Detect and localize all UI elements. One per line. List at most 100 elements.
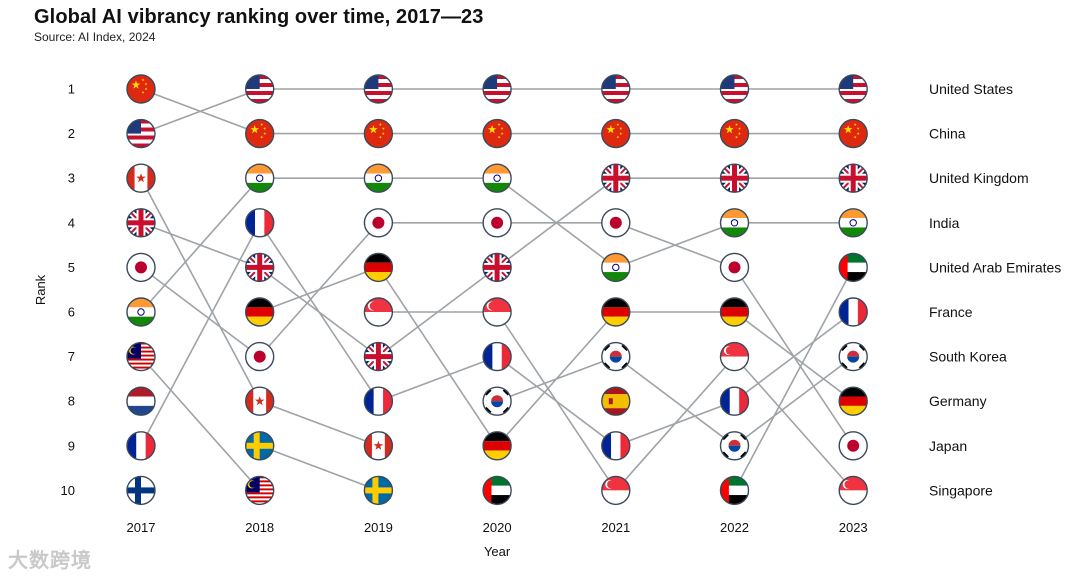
flag-ae-2020-icon (482, 475, 512, 506)
flag-cn-2018-icon (245, 118, 275, 149)
end-label: India (929, 215, 960, 231)
year-tick-2020: 2020 (483, 520, 512, 535)
chart-subtitle: Source: AI Index, 2024 (34, 30, 156, 44)
flag-jp-2018-icon (245, 341, 275, 372)
rank-lines (140, 88, 854, 492)
rank-line-cn-2017 (140, 88, 260, 135)
chart-title: Global AI vibrancy ranking over time, 20… (34, 6, 484, 28)
flag-gb-2019-icon (363, 341, 394, 372)
rank-line-ca-2017 (140, 177, 261, 402)
flag-in-2020-icon (482, 163, 512, 193)
rank-line-sg-2021 (615, 356, 736, 491)
flag-fr-2022-icon (719, 386, 750, 416)
flag-cn-2021-icon (601, 118, 631, 149)
flag-se-2018-icon (245, 431, 275, 461)
flag-cn-2020-icon (482, 118, 512, 149)
rank-tick-4: 4 (68, 215, 75, 230)
rank-tick-9: 9 (68, 438, 75, 453)
flag-cn-2023-icon (838, 118, 868, 149)
flag-jp-2019-icon (363, 208, 394, 238)
flag-jp-2017-icon (126, 252, 156, 283)
rank-ticks: 1 2 3 4 5 6 7 8 9 10 (61, 82, 75, 498)
rank-tick-5: 5 (68, 260, 75, 275)
flag-us-2022-icon (719, 74, 750, 104)
rank-line-jp-2021 (615, 222, 735, 269)
flag-de-2021-icon (601, 297, 631, 327)
rank-line-fr-2018 (259, 222, 380, 402)
year-ticks: 2017 2018 2019 2020 2021 2022 2023 (127, 520, 868, 535)
x-axis-label: Year (484, 544, 511, 559)
flag-fi-2017-icon (126, 475, 156, 506)
flag-fr-2021-icon (601, 431, 631, 461)
flag-jp-2020-icon (482, 208, 512, 238)
year-tick-2023: 2023 (839, 520, 868, 535)
rank-line-jp-2018 (259, 222, 379, 358)
flag-gb-2023-icon (838, 163, 868, 193)
flag-gb-2017-icon (126, 208, 156, 238)
rank-line-jp-2017 (140, 266, 261, 358)
flag-jp-2023-icon (838, 431, 868, 461)
rank-line-in-2017 (140, 177, 261, 313)
year-tick-2017: 2017 (127, 520, 156, 535)
end-label: United States (929, 81, 1013, 97)
rank-line-my-2017 (140, 356, 261, 491)
rank-line-jp-2022 (733, 266, 854, 447)
rank-line-sg-2022 (733, 356, 854, 491)
rank-tick-10: 10 (61, 483, 75, 498)
flag-my-2018-icon (245, 475, 275, 506)
rank-tick-2: 2 (68, 126, 75, 141)
flag-jp-2021-icon (601, 208, 631, 238)
flag-ca-2017-icon (126, 163, 156, 193)
year-tick-2018: 2018 (245, 520, 274, 535)
flag-gb-2018-icon (245, 252, 275, 283)
flag-my-2017-icon (126, 341, 156, 372)
flag-us-2021-icon (601, 74, 631, 104)
flag-in-2019-icon (363, 163, 394, 193)
rank-line-de-2019 (377, 266, 498, 447)
year-tick-2019: 2019 (364, 520, 393, 535)
rank-line-fr-2019 (378, 355, 498, 402)
flag-ca-2018-icon (245, 386, 275, 416)
flag-cn-2017-icon (126, 74, 156, 104)
flag-us-2017-icon (126, 118, 156, 149)
flag-us-2023-icon (838, 74, 868, 104)
rank-tick-3: 3 (68, 171, 75, 186)
flag-in-2018-icon (245, 163, 275, 193)
end-label: Germany (929, 393, 987, 409)
end-label: United Kingdom (929, 170, 1029, 186)
rank-line-de-2020 (496, 311, 617, 447)
rank-line-se-2018 (259, 445, 379, 492)
flag-markers (126, 74, 868, 506)
flag-nl-2017-icon (126, 386, 156, 416)
flag-es-2021-icon (601, 386, 631, 416)
rank-line-kr-2022 (734, 355, 854, 447)
flag-de-2019-icon (363, 252, 394, 283)
end-label: South Korea (929, 349, 1007, 365)
flag-ae-2022-icon (719, 475, 750, 506)
flag-kr-2021-icon (601, 341, 631, 372)
rank-tick-8: 8 (68, 394, 75, 409)
flag-kr-2020-icon (482, 386, 512, 416)
flag-fr-2019-icon (363, 386, 394, 416)
flag-gb-2020-icon (482, 252, 512, 283)
flag-kr-2023-icon (838, 341, 868, 372)
flag-in-2017-icon (126, 297, 156, 327)
flag-de-2020-icon (482, 431, 512, 461)
flag-fr-2023-icon (838, 297, 868, 327)
year-tick-2021: 2021 (601, 520, 630, 535)
rank-line-ae-2022 (733, 267, 854, 491)
flag-de-2023-icon (838, 386, 868, 416)
flag-in-2022-icon (719, 208, 750, 238)
rank-tick-1: 1 (68, 82, 75, 97)
flag-sg-2022-icon (719, 341, 750, 372)
flag-cn-2022-icon (719, 118, 750, 149)
flag-sg-2021-icon (601, 475, 631, 506)
flag-gb-2022-icon (719, 163, 750, 193)
flag-sg-2023-icon (838, 475, 868, 506)
watermark: 大数跨境 (8, 550, 92, 572)
flag-ae-2023-icon (838, 252, 868, 283)
rank-tick-6: 6 (68, 305, 75, 320)
end-label: France (929, 304, 973, 320)
flag-de-2022-icon (719, 297, 750, 327)
